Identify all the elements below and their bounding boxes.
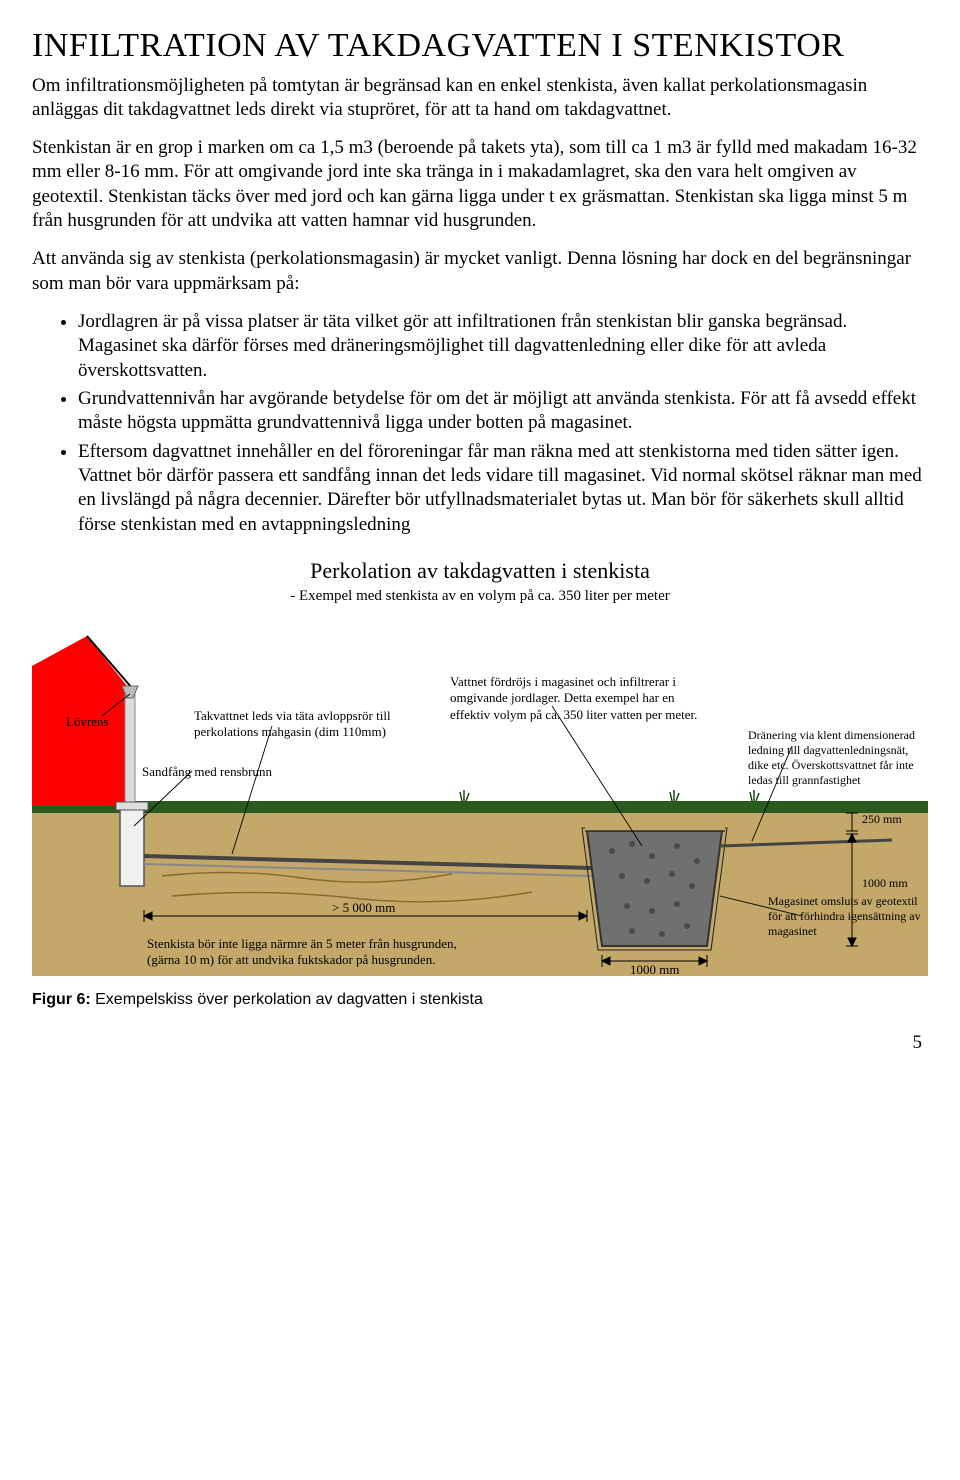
page-number: 5 xyxy=(32,1031,928,1055)
dim-1000-width: 1000 mm xyxy=(630,962,679,978)
bullet-list: Jordlagren är på vissa platser är täta v… xyxy=(32,310,928,537)
list-item: Grundvattennivån har avgörande betydelse… xyxy=(78,387,928,436)
paragraph-2: Stenkistan är en grop i marken om ca 1,5… xyxy=(32,136,928,233)
annotation-dranering: Dränering via klent dimensionerad lednin… xyxy=(748,728,926,788)
dim-1000-height: 1000 mm xyxy=(862,876,908,891)
dim-250: 250 mm xyxy=(862,812,902,827)
figure-subtitle: - Exempel med stenkista av en volym på c… xyxy=(32,587,928,606)
figure-caption: Figur 6: Exempelskiss över perkolation a… xyxy=(32,990,928,1010)
figure-title: Perkolation av takdagvatten i stenkista xyxy=(32,557,928,585)
list-item: Jordlagren är på vissa platser är täta v… xyxy=(78,310,928,383)
annotation-sandfang: Sandfång med rensbrunn xyxy=(142,764,312,780)
figure: Perkolation av takdagvatten i stenkista … xyxy=(32,557,928,1011)
annotation-magasinet-omsluts: Magasinet omsluts av geotextil för att f… xyxy=(768,894,926,939)
dim-5000: > 5 000 mm xyxy=(332,900,395,916)
paragraph-1: Om infiltrationsmöjligheten på tomtytan … xyxy=(32,74,928,123)
figure-caption-text: Exempelskiss över perkolation av dagvatt… xyxy=(91,991,483,1008)
annotation-avstand: Stenkista bör inte ligga närmre än 5 met… xyxy=(147,936,487,969)
annotation-takvattnet: Takvattnet leds via täta avloppsrör till… xyxy=(194,708,424,741)
paragraph-3: Att använda sig av stenkista (perkolatio… xyxy=(32,247,928,296)
list-item: Eftersom dagvattnet innehåller en del fö… xyxy=(78,440,928,537)
annotation-lovrens: Lövrens xyxy=(66,714,109,730)
figure-caption-label: Figur 6: xyxy=(32,991,91,1008)
annotation-vattnet-fordrojs: Vattnet fördröjs i magasinet och infiltr… xyxy=(450,674,710,723)
diagram-illustration: Lövrens Takvattnet leds via täta avlopps… xyxy=(32,616,928,976)
page-title: INFILTRATION AV TAKDAGVATTEN I STENKISTO… xyxy=(32,24,928,68)
